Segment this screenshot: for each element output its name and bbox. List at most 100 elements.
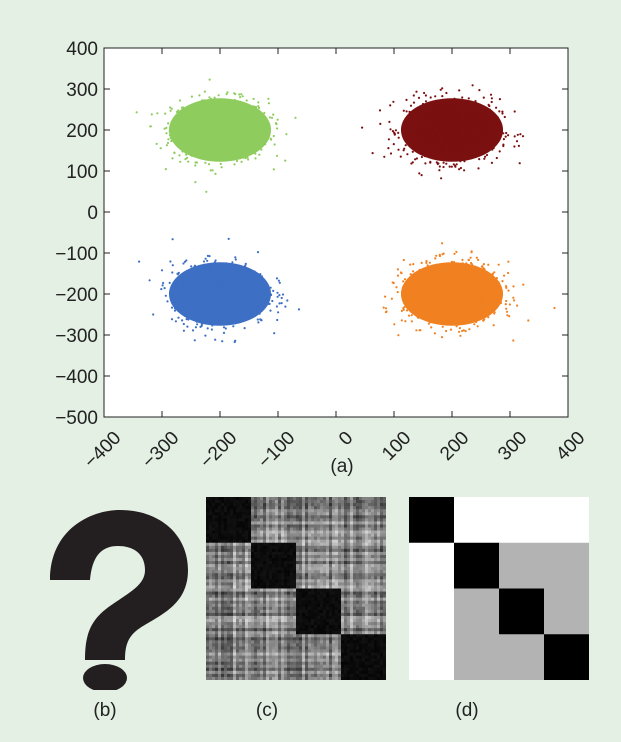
matrix-cell xyxy=(311,558,315,562)
data-point xyxy=(455,112,458,115)
data-point xyxy=(201,297,204,301)
data-point xyxy=(414,140,418,143)
data-point xyxy=(181,150,184,153)
data-point xyxy=(418,292,421,295)
data-point xyxy=(173,151,176,154)
data-point xyxy=(208,308,211,311)
data-point xyxy=(197,301,200,304)
data-point xyxy=(277,279,280,282)
data-point xyxy=(471,317,474,320)
matrix-cell xyxy=(323,551,327,556)
data-point xyxy=(176,300,179,303)
data-point xyxy=(200,114,203,117)
data-point xyxy=(165,132,168,135)
matrix-cell xyxy=(347,533,351,538)
matrix-cell xyxy=(236,497,240,501)
data-point xyxy=(441,317,444,320)
data-point xyxy=(231,123,235,126)
data-point xyxy=(461,113,464,116)
data-point xyxy=(237,282,240,285)
data-point xyxy=(434,137,437,140)
data-point xyxy=(211,123,214,126)
data-point xyxy=(438,295,441,298)
matrix-cell xyxy=(206,521,210,525)
data-point xyxy=(252,288,255,291)
data-point xyxy=(241,122,245,125)
data-point xyxy=(229,313,232,316)
data-point xyxy=(236,301,239,304)
data-point xyxy=(205,309,208,312)
data-point xyxy=(235,110,239,114)
data-point xyxy=(222,130,226,134)
matrix-cell xyxy=(242,512,246,516)
matrix-cell xyxy=(356,524,360,528)
data-point xyxy=(455,163,458,166)
matrix-cell xyxy=(353,542,357,547)
data-point xyxy=(473,140,476,143)
data-point xyxy=(179,294,182,297)
matrix-cell xyxy=(224,497,228,501)
matrix-cell xyxy=(374,530,378,534)
matrix-cell xyxy=(221,554,225,559)
matrix-cell xyxy=(239,554,243,559)
data-point xyxy=(223,296,226,299)
data-point xyxy=(217,122,221,125)
data-point xyxy=(430,130,433,134)
matrix-cell xyxy=(383,554,386,559)
data-point xyxy=(204,139,207,142)
matrix-cell xyxy=(272,561,276,565)
data-point xyxy=(238,287,241,290)
data-point xyxy=(392,143,395,146)
data-point xyxy=(208,112,211,115)
data-point xyxy=(243,134,246,137)
matrix-cell xyxy=(359,548,363,553)
data-point xyxy=(436,111,439,115)
data-point xyxy=(471,130,474,133)
matrix-cell xyxy=(314,497,318,501)
matrix-cell xyxy=(287,548,291,553)
data-point xyxy=(441,302,444,305)
data-point xyxy=(448,277,452,280)
matrix-cell xyxy=(227,503,231,507)
data-point xyxy=(242,313,245,316)
matrix-cell xyxy=(206,527,210,531)
data-point xyxy=(252,291,255,294)
matrix-cell xyxy=(215,542,219,547)
data-point xyxy=(472,289,476,292)
data-point xyxy=(239,135,242,139)
data-point xyxy=(445,298,448,301)
data-point xyxy=(481,282,484,285)
matrix-cell xyxy=(323,506,327,510)
data-point xyxy=(199,126,202,129)
data-point xyxy=(204,126,207,129)
data-point xyxy=(224,154,227,157)
matrix-cell xyxy=(230,542,234,547)
matrix-cell xyxy=(296,503,300,507)
matrix-cell xyxy=(215,548,219,553)
data-point xyxy=(160,269,164,272)
data-point xyxy=(408,280,411,283)
data-point xyxy=(457,120,461,123)
data-point xyxy=(187,126,191,129)
data-point xyxy=(489,114,492,117)
matrix-cell xyxy=(308,539,312,544)
data-point xyxy=(518,162,521,165)
data-point xyxy=(419,283,422,286)
data-point xyxy=(214,274,217,277)
data-point xyxy=(417,303,420,306)
matrix-cell xyxy=(335,515,339,519)
matrix-cell xyxy=(227,533,231,538)
matrix-cell xyxy=(332,497,336,501)
matrix-cell xyxy=(248,542,252,547)
data-point xyxy=(187,288,190,291)
matrix-cell xyxy=(245,503,249,507)
matrix-cell xyxy=(338,518,342,522)
data-point xyxy=(418,281,421,284)
data-point xyxy=(429,113,432,116)
matrix-cell xyxy=(368,530,372,534)
data-point xyxy=(431,298,434,302)
data-point xyxy=(178,99,182,102)
data-point xyxy=(208,314,211,317)
data-point xyxy=(215,116,218,119)
data-point xyxy=(199,299,202,302)
